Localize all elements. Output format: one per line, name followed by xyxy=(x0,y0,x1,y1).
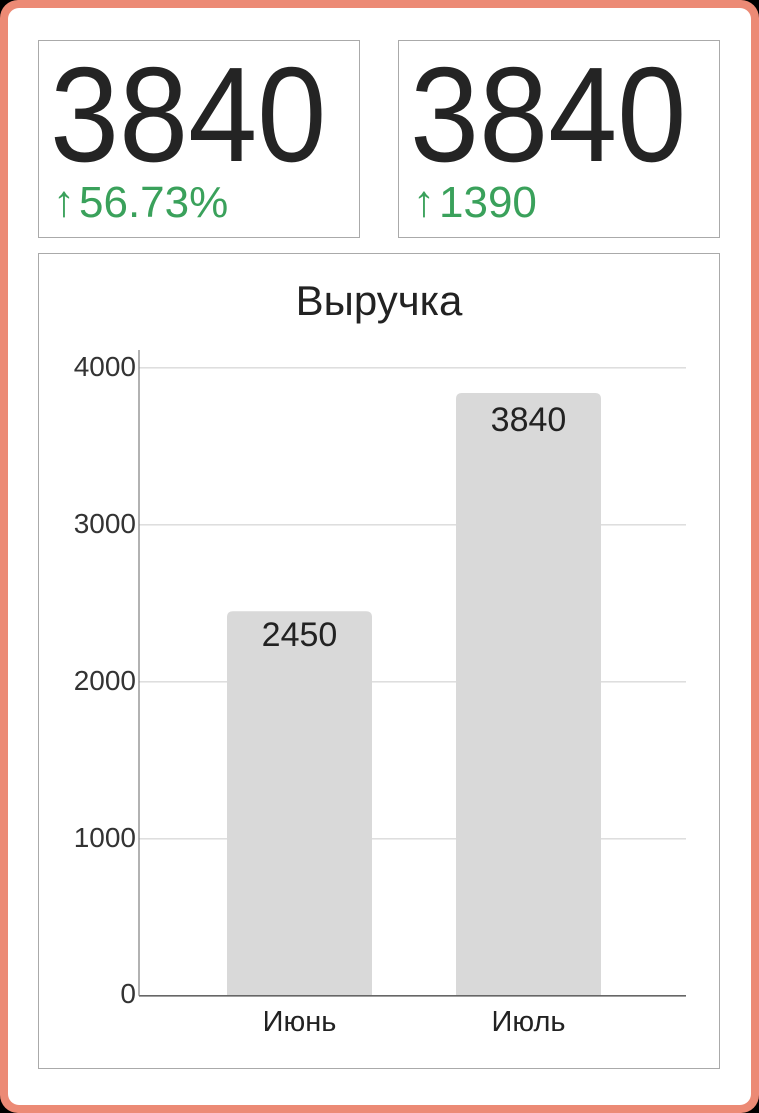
svg-text:2000: 2000 xyxy=(74,665,136,696)
svg-text:1000: 1000 xyxy=(74,822,136,853)
svg-text:Июль: Июль xyxy=(492,1006,566,1038)
svg-text:3000: 3000 xyxy=(74,508,136,539)
svg-text:0: 0 xyxy=(120,978,136,1009)
svg-text:2450: 2450 xyxy=(262,616,338,654)
svg-text:3840: 3840 xyxy=(491,401,567,439)
svg-text:4000: 4000 xyxy=(74,351,136,382)
svg-text:Июнь: Июнь xyxy=(263,1006,337,1038)
